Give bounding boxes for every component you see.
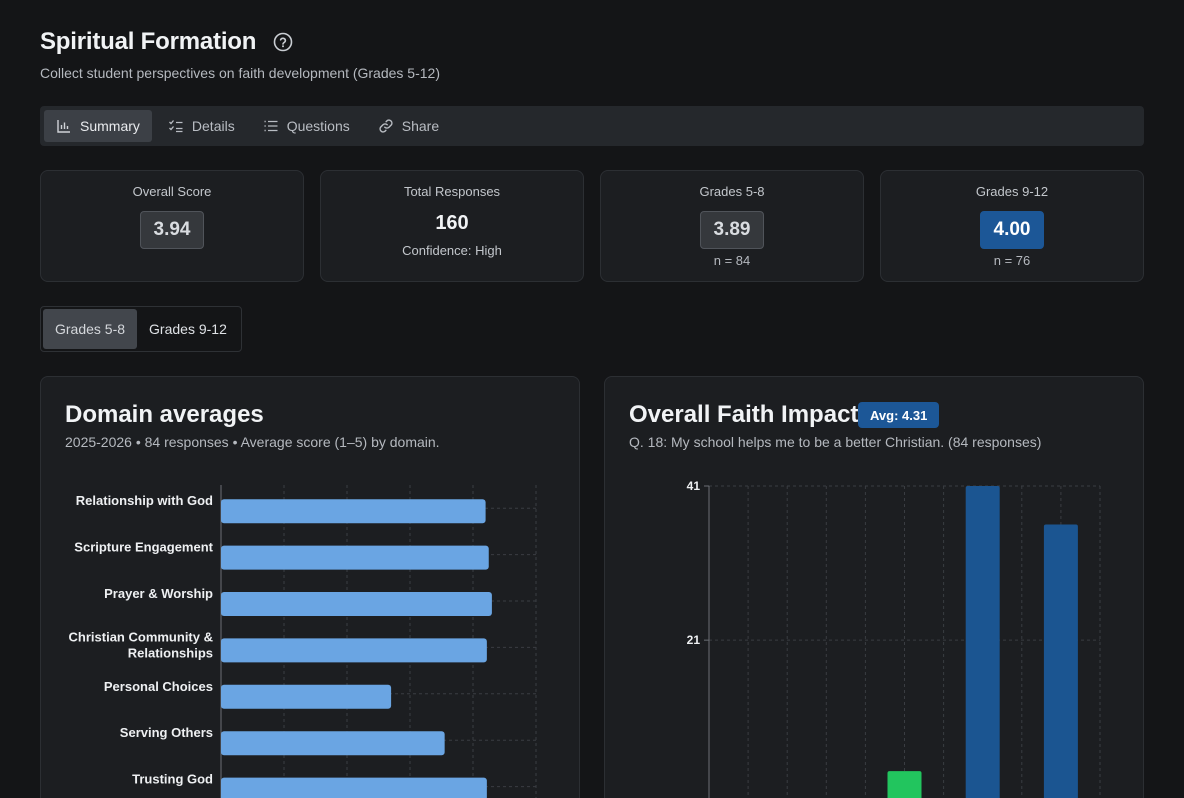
domain-bar[interactable] [221, 499, 486, 524]
impact-bar[interactable] [1043, 524, 1078, 798]
faith-impact-subtitle: Q. 18: My school helps me to be a better… [629, 434, 1042, 450]
segment-grades-5-8[interactable]: Grades 5-8 [43, 309, 138, 349]
grades-9-12-count: n = 76 [993, 253, 1031, 268]
domain-bar[interactable] [221, 684, 392, 709]
impact-bar[interactable] [965, 486, 1000, 798]
overall-score-badge: 3.94 [140, 211, 204, 249]
domain-label: Scripture Engagement [74, 540, 213, 555]
tab-details[interactable]: Details [156, 110, 247, 142]
domain-averages-chart: Relationship with God Scripture Engagemen… [69, 485, 537, 798]
faith-impact-title: Overall Faith Impact [629, 401, 859, 428]
domain-bar[interactable] [221, 731, 445, 756]
link-icon [379, 119, 393, 133]
domain-label: Trusting God [132, 772, 213, 787]
domain-averages-subtitle: 2025-2026 • 84 responses • Average score… [65, 434, 440, 450]
page-subtitle: Collect student perspectives on faith de… [40, 65, 440, 81]
help-icon[interactable] [273, 32, 293, 52]
grades-9-12-card: Grades 9-12 4.00 n = 76 [880, 170, 1144, 282]
grades-5-8-count: n = 84 [713, 253, 751, 268]
stat-cards: Overall Score 3.94 Total Responses 160 C… [40, 170, 1144, 282]
domain-bar[interactable] [221, 777, 487, 798]
impact-y-tick: 21 [687, 633, 701, 647]
segment-grades-9-12[interactable]: Grades 9-12 [149, 321, 227, 337]
tab-summary-label: Summary [80, 118, 140, 134]
domain-label: Christian Community & Relationships [69, 629, 213, 660]
impact-bar[interactable] [887, 771, 922, 798]
grades-9-12-label: Grades 9-12 [975, 184, 1049, 199]
domain-label: Prayer & Worship [104, 586, 213, 601]
tab-bar: Summary Details Questions Share [40, 106, 1144, 146]
domain-bar[interactable] [221, 545, 489, 570]
domain-averages-panel: Domain averages 2025-2026 • 84 responses… [40, 376, 580, 798]
tab-share-label: Share [401, 118, 440, 134]
total-responses-value: 160 [435, 212, 469, 234]
grades-9-12-badge: 4.00 [980, 211, 1044, 249]
impact-grid [708, 485, 1101, 798]
tab-share[interactable]: Share [366, 110, 451, 142]
domain-label: Serving Others [120, 725, 213, 740]
header: Spiritual Formation [40, 28, 293, 56]
domain-label: Personal Choices [104, 679, 213, 694]
total-responses-label: Total Responses [403, 184, 501, 199]
overall-score-label: Overall Score [132, 184, 212, 199]
total-responses-card: Total Responses 160 Confidence: High [320, 170, 584, 282]
faith-impact-panel: Overall Faith Impact Avg: 4.31 Q. 18: My… [604, 376, 1144, 798]
list-icon [264, 120, 278, 132]
bar-chart-icon [57, 120, 70, 133]
tab-questions[interactable]: Questions [251, 110, 362, 142]
tab-summary[interactable]: Summary [44, 110, 152, 142]
impact-y-tick: 41 [687, 479, 701, 493]
tab-questions-label: Questions [286, 118, 350, 134]
page-title: Spiritual Formation [40, 28, 257, 55]
faith-impact-chart: 41 21 [687, 479, 1101, 798]
grade-segmented-control: Grades 5-8 Grades 9-12 [40, 306, 242, 352]
domain-averages-title: Domain averages [65, 401, 264, 428]
domain-label: Relationship with God [76, 493, 213, 508]
checklist-icon [168, 120, 183, 133]
grades-5-8-label: Grades 5-8 [699, 184, 765, 199]
avg-badge: Avg: 4.31 [858, 402, 940, 428]
confidence-text: Confidence: High [402, 243, 502, 258]
grades-5-8-badge: 3.89 [700, 211, 764, 249]
tab-details-label: Details [191, 118, 235, 134]
domain-bar[interactable] [221, 592, 492, 616]
grades-5-8-card: Grades 5-8 3.89 n = 84 [600, 170, 864, 282]
domain-bar[interactable] [221, 638, 487, 663]
overall-score-card: Overall Score 3.94 [40, 170, 304, 282]
